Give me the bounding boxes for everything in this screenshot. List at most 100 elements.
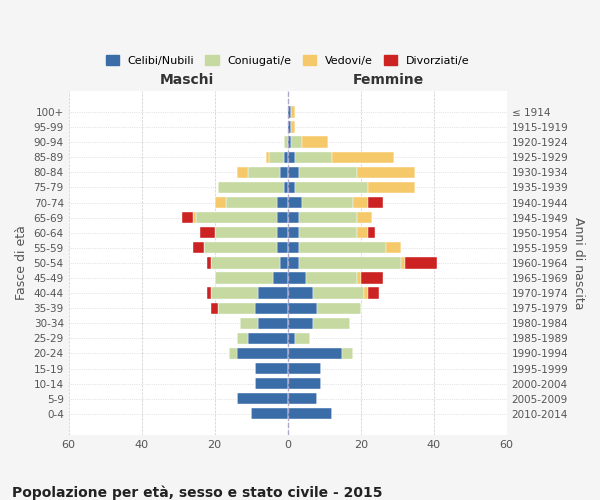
Bar	[401, 257, 404, 268]
Bar	[295, 152, 331, 163]
Bar	[317, 302, 361, 314]
Bar	[196, 212, 277, 224]
Bar	[287, 212, 299, 224]
Bar	[218, 182, 284, 193]
Bar	[287, 378, 320, 390]
Bar	[284, 182, 287, 193]
Y-axis label: Fasce di età: Fasce di età	[15, 226, 28, 300]
Bar	[229, 348, 236, 359]
Bar	[299, 212, 357, 224]
Bar	[287, 136, 292, 148]
Bar	[368, 288, 379, 298]
Text: Femmine: Femmine	[353, 73, 424, 87]
Bar	[287, 272, 306, 283]
Bar	[211, 302, 218, 314]
Bar	[364, 288, 368, 298]
Bar	[361, 272, 383, 283]
Bar	[313, 288, 364, 298]
Bar	[287, 197, 302, 208]
Bar	[295, 182, 368, 193]
Bar	[273, 272, 287, 283]
Bar	[269, 152, 284, 163]
Bar	[208, 257, 211, 268]
Bar	[277, 197, 287, 208]
Bar	[240, 318, 259, 329]
Bar	[299, 242, 386, 254]
Bar	[277, 227, 287, 238]
Bar	[280, 257, 287, 268]
Bar	[287, 302, 317, 314]
Bar	[299, 166, 357, 178]
Bar	[357, 166, 415, 178]
Bar	[306, 272, 357, 283]
Bar	[266, 152, 269, 163]
Bar	[211, 257, 280, 268]
Bar	[302, 197, 353, 208]
Bar	[248, 332, 287, 344]
Bar	[280, 166, 287, 178]
Bar	[248, 166, 280, 178]
Bar	[200, 227, 215, 238]
Bar	[284, 136, 287, 148]
Bar	[193, 242, 204, 254]
Bar	[259, 288, 287, 298]
Bar	[218, 302, 255, 314]
Bar	[357, 227, 368, 238]
Bar	[287, 348, 343, 359]
Bar	[287, 166, 299, 178]
Bar	[287, 363, 320, 374]
Bar	[357, 272, 361, 283]
Bar	[287, 257, 299, 268]
Bar	[259, 318, 287, 329]
Bar	[287, 408, 331, 420]
Bar	[287, 332, 295, 344]
Bar	[299, 227, 357, 238]
Bar	[331, 152, 394, 163]
Bar	[211, 288, 259, 298]
Bar	[287, 318, 313, 329]
Bar	[277, 242, 287, 254]
Bar	[292, 106, 295, 118]
Bar	[353, 197, 368, 208]
Bar	[287, 242, 299, 254]
Bar	[287, 288, 313, 298]
Bar	[208, 288, 211, 298]
Bar	[215, 272, 273, 283]
Bar	[204, 242, 277, 254]
Bar	[255, 302, 287, 314]
Bar	[255, 378, 287, 390]
Bar	[287, 152, 295, 163]
Legend: Celibi/Nubili, Coniugati/e, Vedovi/e, Divorziati/e: Celibi/Nubili, Coniugati/e, Vedovi/e, Di…	[106, 55, 470, 66]
Bar	[255, 363, 287, 374]
Bar	[277, 212, 287, 224]
Bar	[404, 257, 437, 268]
Bar	[368, 197, 383, 208]
Bar	[343, 348, 353, 359]
Bar	[251, 408, 287, 420]
Bar	[287, 227, 299, 238]
Bar	[193, 212, 196, 224]
Y-axis label: Anni di nascita: Anni di nascita	[572, 216, 585, 309]
Bar	[236, 332, 248, 344]
Bar	[299, 257, 401, 268]
Bar	[287, 182, 295, 193]
Bar	[287, 106, 292, 118]
Text: Popolazione per età, sesso e stato civile - 2015: Popolazione per età, sesso e stato civil…	[12, 485, 383, 500]
Bar	[284, 152, 287, 163]
Bar	[287, 393, 317, 404]
Bar	[215, 197, 226, 208]
Bar	[236, 393, 287, 404]
Bar	[226, 197, 277, 208]
Bar	[287, 122, 292, 132]
Bar	[357, 212, 371, 224]
Text: Maschi: Maschi	[160, 73, 214, 87]
Bar	[368, 227, 376, 238]
Bar	[236, 348, 287, 359]
Bar	[313, 318, 350, 329]
Bar	[215, 227, 277, 238]
Bar	[368, 182, 415, 193]
Bar	[386, 242, 401, 254]
Bar	[292, 122, 295, 132]
Bar	[295, 332, 310, 344]
Bar	[302, 136, 328, 148]
